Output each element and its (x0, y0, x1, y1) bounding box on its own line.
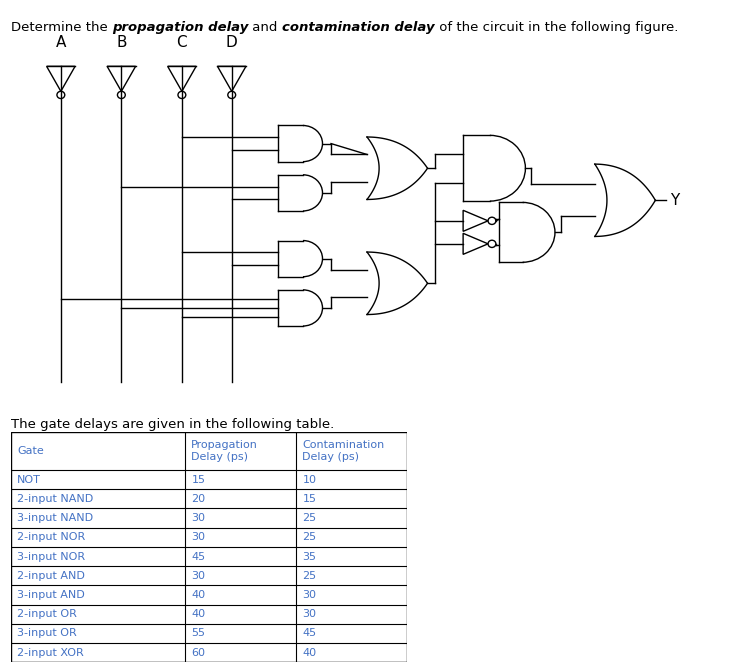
Text: B: B (116, 35, 127, 50)
Text: 40: 40 (192, 609, 206, 619)
Text: 20: 20 (192, 494, 206, 504)
Text: A: A (56, 35, 66, 50)
Text: 40: 40 (302, 648, 316, 658)
Text: propagation delay: propagation delay (112, 21, 248, 34)
Text: The gate delays are given in the following table.: The gate delays are given in the followi… (11, 418, 334, 431)
Text: C: C (177, 35, 187, 50)
Text: NOT: NOT (17, 474, 41, 484)
Text: 30: 30 (302, 609, 316, 619)
Text: 3-input NAND: 3-input NAND (17, 513, 93, 523)
Text: 45: 45 (302, 628, 316, 638)
Text: contamination delay: contamination delay (282, 21, 435, 34)
Text: D: D (226, 35, 238, 50)
Text: 60: 60 (192, 648, 206, 658)
Text: Y: Y (669, 193, 679, 208)
Text: 3-input OR: 3-input OR (17, 628, 77, 638)
Text: 25: 25 (302, 571, 316, 581)
Text: 3-input NOR: 3-input NOR (17, 551, 85, 561)
Text: Propagation
Delay (ps): Propagation Delay (ps) (192, 440, 258, 462)
Text: Determine the: Determine the (11, 21, 112, 34)
Text: 2-input AND: 2-input AND (17, 571, 85, 581)
Text: 15: 15 (192, 474, 206, 484)
Text: of the circuit in the following figure.: of the circuit in the following figure. (435, 21, 678, 34)
Text: 30: 30 (192, 571, 206, 581)
Text: 25: 25 (302, 513, 316, 523)
Text: 15: 15 (302, 494, 316, 504)
Text: 2-input NOR: 2-input NOR (17, 533, 85, 543)
Text: Gate: Gate (17, 446, 44, 456)
Text: and: and (248, 21, 282, 34)
Text: 30: 30 (192, 513, 206, 523)
Text: 55: 55 (192, 628, 206, 638)
Text: 2-input XOR: 2-input XOR (17, 648, 84, 658)
Text: 2-input NAND: 2-input NAND (17, 494, 93, 504)
Text: 3-input AND: 3-input AND (17, 590, 84, 600)
Text: 45: 45 (192, 551, 206, 561)
Text: 10: 10 (302, 474, 316, 484)
Text: 30: 30 (192, 533, 206, 543)
Text: 40: 40 (192, 590, 206, 600)
Text: 25: 25 (302, 533, 316, 543)
Text: 2-input OR: 2-input OR (17, 609, 77, 619)
Text: Contamination
Delay (ps): Contamination Delay (ps) (302, 440, 385, 462)
Text: 35: 35 (302, 551, 316, 561)
Text: 30: 30 (302, 590, 316, 600)
